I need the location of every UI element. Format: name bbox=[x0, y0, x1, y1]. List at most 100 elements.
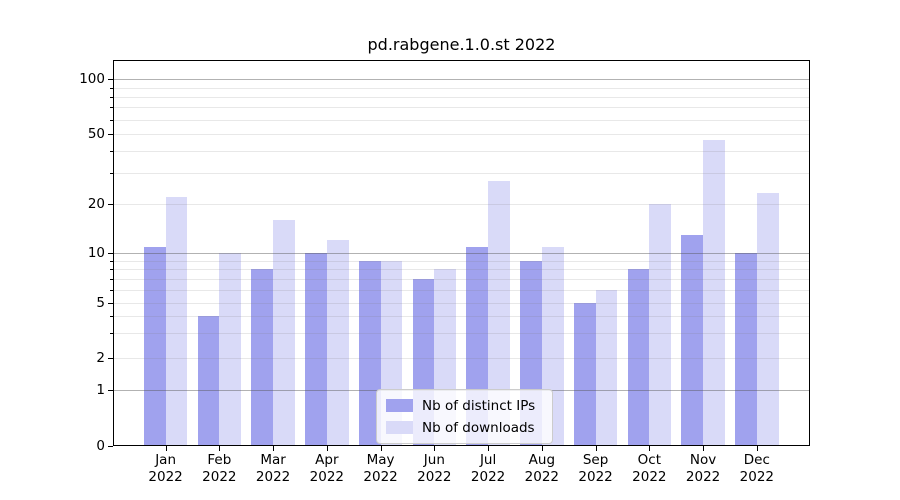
bar-ips-dec bbox=[735, 253, 757, 446]
x-tick-label-line: Dec bbox=[743, 452, 770, 468]
y-tick-mark bbox=[108, 204, 113, 205]
gridline-minor bbox=[114, 269, 810, 271]
x-tick-mark bbox=[756, 446, 758, 451]
gridline-minor bbox=[114, 289, 810, 291]
x-tick-label-line: 2022 bbox=[202, 468, 237, 485]
bar-ips-oct bbox=[627, 269, 650, 446]
y-minor-tick-mark bbox=[110, 96, 113, 98]
y-tick-mark bbox=[108, 302, 113, 304]
y-tick-label: 1 bbox=[96, 381, 105, 398]
legend-item-distinct-ips: Nb of distinct IPs bbox=[386, 397, 541, 414]
gridline-minor bbox=[114, 173, 810, 175]
gridline-minor bbox=[114, 151, 810, 153]
x-tick-label-line: Jan bbox=[155, 452, 176, 468]
bar-downloads-apr bbox=[326, 240, 349, 446]
bar-ips-may bbox=[358, 260, 381, 446]
bar-downloads-jan bbox=[165, 196, 188, 446]
x-tick-mark bbox=[649, 446, 651, 451]
x-tick-label-line: Nov bbox=[689, 452, 717, 468]
x-tick-label-line: Oct bbox=[637, 452, 662, 468]
x-tick-label-line: 2022 bbox=[524, 468, 560, 485]
x-tick-mark bbox=[488, 446, 490, 451]
legend: Nb of distinct IPs Nb of downloads bbox=[376, 389, 553, 444]
bar-ips-nov bbox=[681, 234, 704, 446]
chart-title: pd.rabgene.1.0.st 2022 bbox=[367, 35, 556, 54]
x-tick-label-line: Apr bbox=[315, 452, 339, 468]
x-tick-mark bbox=[703, 446, 705, 451]
y-minor-tick-mark bbox=[110, 269, 113, 271]
gridline-major bbox=[114, 253, 810, 255]
bar-ips-mar bbox=[251, 269, 274, 446]
y-tick-label: 100 bbox=[79, 71, 105, 88]
bar-ips-jan bbox=[143, 246, 166, 446]
x-tick-mark bbox=[434, 446, 436, 451]
y-minor-tick-mark bbox=[110, 333, 113, 335]
x-tick-mark bbox=[219, 446, 221, 451]
y-tick-mark bbox=[108, 253, 113, 255]
x-tick-mark bbox=[273, 446, 275, 451]
x-tick-label: Feb 2022 bbox=[187, 452, 251, 485]
y-minor-tick-mark bbox=[110, 119, 113, 121]
gridline-minor bbox=[114, 333, 810, 335]
gridline-minor bbox=[114, 316, 810, 318]
bar-downloads-feb bbox=[219, 253, 242, 446]
gridline-minor bbox=[114, 87, 810, 89]
bar-ips-sep bbox=[573, 302, 596, 446]
bar-ips-feb bbox=[197, 316, 220, 446]
gridline-minor bbox=[114, 260, 810, 262]
y-tick-label: 20 bbox=[87, 196, 105, 212]
x-tick-label: Aug 2022 bbox=[510, 452, 574, 485]
bar-downloads-nov bbox=[703, 140, 725, 446]
x-tick-label-line: Mar bbox=[260, 452, 286, 468]
bar-ips-apr bbox=[305, 253, 327, 446]
x-tick-label: May 2022 bbox=[349, 452, 413, 485]
gridline-minor bbox=[114, 134, 810, 135]
gridline-minor bbox=[114, 204, 810, 205]
gridline-minor bbox=[114, 302, 810, 304]
x-tick-label: Oct 2022 bbox=[617, 452, 681, 485]
y-minor-tick-mark bbox=[110, 87, 113, 89]
legend-swatch-downloads bbox=[386, 421, 413, 434]
bar-downloads-jul bbox=[488, 181, 510, 446]
x-tick-mark bbox=[165, 446, 167, 451]
x-tick-label-line: Jul bbox=[479, 452, 497, 468]
x-tick-mark bbox=[541, 446, 543, 451]
x-tick-label-line: Jun bbox=[423, 452, 445, 468]
legend-label-downloads: Nb of downloads bbox=[422, 419, 535, 436]
x-tick-label: Dec 2022 bbox=[725, 452, 789, 485]
bar-downloads-mar bbox=[273, 219, 295, 446]
bar-downloads-sep bbox=[595, 289, 618, 446]
y-tick-mark bbox=[108, 389, 113, 391]
x-tick-label: Nov 2022 bbox=[671, 452, 735, 485]
x-tick-label-line: Feb bbox=[207, 452, 232, 468]
x-tick-label-line: 2022 bbox=[309, 468, 345, 485]
x-tick-label-line: 2022 bbox=[578, 468, 613, 485]
x-tick-label: Sep 2022 bbox=[564, 452, 628, 485]
x-tick-label-line: May bbox=[366, 452, 395, 468]
legend-swatch-distinct-ips bbox=[386, 399, 413, 412]
gridline-minor bbox=[114, 119, 810, 121]
gridline-minor bbox=[114, 107, 810, 109]
x-tick-label-line: 2022 bbox=[363, 468, 398, 485]
x-tick-label-line: 2022 bbox=[417, 468, 452, 485]
x-tick-label: Jan 2022 bbox=[134, 452, 198, 485]
x-tick-label: Jul 2022 bbox=[456, 452, 520, 485]
y-tick-label: 10 bbox=[87, 245, 105, 262]
y-minor-tick-mark bbox=[110, 316, 113, 318]
x-tick-label-line: 2022 bbox=[148, 468, 183, 485]
y-tick-label: 5 bbox=[96, 294, 105, 311]
gridline-major bbox=[114, 79, 810, 81]
legend-item-downloads: Nb of downloads bbox=[386, 419, 541, 436]
x-tick-label-line: Aug bbox=[528, 452, 556, 468]
bar-downloads-oct bbox=[649, 204, 672, 446]
gridline-minor bbox=[114, 357, 810, 359]
y-tick-mark bbox=[108, 446, 113, 447]
x-tick-mark bbox=[595, 446, 597, 451]
y-tick-mark bbox=[108, 79, 113, 81]
x-tick-mark bbox=[326, 446, 328, 451]
x-tick-label-line: 2022 bbox=[255, 468, 291, 485]
y-minor-tick-mark bbox=[110, 173, 113, 175]
x-tick-label: Mar 2022 bbox=[241, 452, 305, 485]
x-tick-label-line: Sep bbox=[582, 452, 609, 468]
y-tick-label: 2 bbox=[96, 349, 105, 366]
